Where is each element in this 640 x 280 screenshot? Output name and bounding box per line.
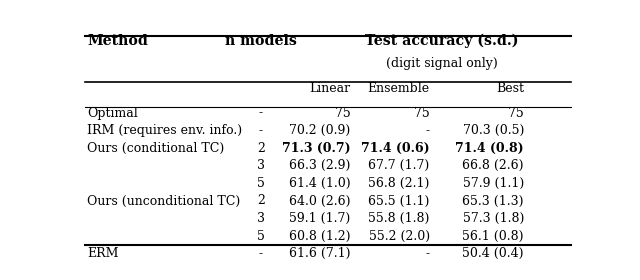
Text: Ours (conditional TC): Ours (conditional TC)	[88, 142, 225, 155]
Text: Test accuracy (s.d.): Test accuracy (s.d.)	[365, 34, 519, 48]
Text: -: -	[426, 124, 429, 137]
Text: -: -	[259, 247, 263, 260]
Text: 61.6 (7.1): 61.6 (7.1)	[289, 247, 350, 260]
Text: (digit signal only): (digit signal only)	[386, 57, 498, 70]
Text: 2: 2	[257, 195, 265, 207]
Text: Best: Best	[496, 82, 524, 95]
Text: ERM: ERM	[88, 247, 119, 260]
Text: 71.4 (0.6): 71.4 (0.6)	[361, 142, 429, 155]
Text: 70.2 (0.9): 70.2 (0.9)	[289, 124, 350, 137]
Text: 57.9 (1.1): 57.9 (1.1)	[463, 177, 524, 190]
Text: 59.1 (1.7): 59.1 (1.7)	[289, 212, 350, 225]
Text: Optimal: Optimal	[88, 107, 138, 120]
Text: 75: 75	[335, 107, 350, 120]
Text: Method: Method	[88, 34, 148, 48]
Text: 66.3 (2.9): 66.3 (2.9)	[289, 159, 350, 172]
Text: -: -	[259, 124, 263, 137]
Text: 67.7 (1.7): 67.7 (1.7)	[369, 159, 429, 172]
Text: 66.8 (2.6): 66.8 (2.6)	[463, 159, 524, 172]
Text: 50.4 (0.4): 50.4 (0.4)	[463, 247, 524, 260]
Text: Ours (unconditional TC): Ours (unconditional TC)	[88, 195, 241, 207]
Text: 5: 5	[257, 230, 265, 242]
Text: -: -	[426, 247, 429, 260]
Text: Ensemble: Ensemble	[367, 82, 429, 95]
Text: 75: 75	[414, 107, 429, 120]
Text: 60.8 (1.2): 60.8 (1.2)	[289, 230, 350, 242]
Text: -: -	[259, 107, 263, 120]
Text: 3: 3	[257, 212, 265, 225]
Text: 2: 2	[257, 142, 265, 155]
Text: 61.4 (1.0): 61.4 (1.0)	[289, 177, 350, 190]
Text: IRM (requires env. info.): IRM (requires env. info.)	[88, 124, 243, 137]
Text: n models: n models	[225, 34, 297, 48]
Text: 65.3 (1.3): 65.3 (1.3)	[463, 195, 524, 207]
Text: 5: 5	[257, 177, 265, 190]
Text: 75: 75	[508, 107, 524, 120]
Text: 70.3 (0.5): 70.3 (0.5)	[463, 124, 524, 137]
Text: 3: 3	[257, 159, 265, 172]
Text: 55.8 (1.8): 55.8 (1.8)	[368, 212, 429, 225]
Text: 57.3 (1.8): 57.3 (1.8)	[463, 212, 524, 225]
Text: 56.8 (2.1): 56.8 (2.1)	[368, 177, 429, 190]
Text: 55.2 (2.0): 55.2 (2.0)	[369, 230, 429, 242]
Text: 64.0 (2.6): 64.0 (2.6)	[289, 195, 350, 207]
Text: Linear: Linear	[309, 82, 350, 95]
Text: 71.4 (0.8): 71.4 (0.8)	[455, 142, 524, 155]
Text: 71.3 (0.7): 71.3 (0.7)	[282, 142, 350, 155]
Text: 56.1 (0.8): 56.1 (0.8)	[463, 230, 524, 242]
Text: 65.5 (1.1): 65.5 (1.1)	[368, 195, 429, 207]
